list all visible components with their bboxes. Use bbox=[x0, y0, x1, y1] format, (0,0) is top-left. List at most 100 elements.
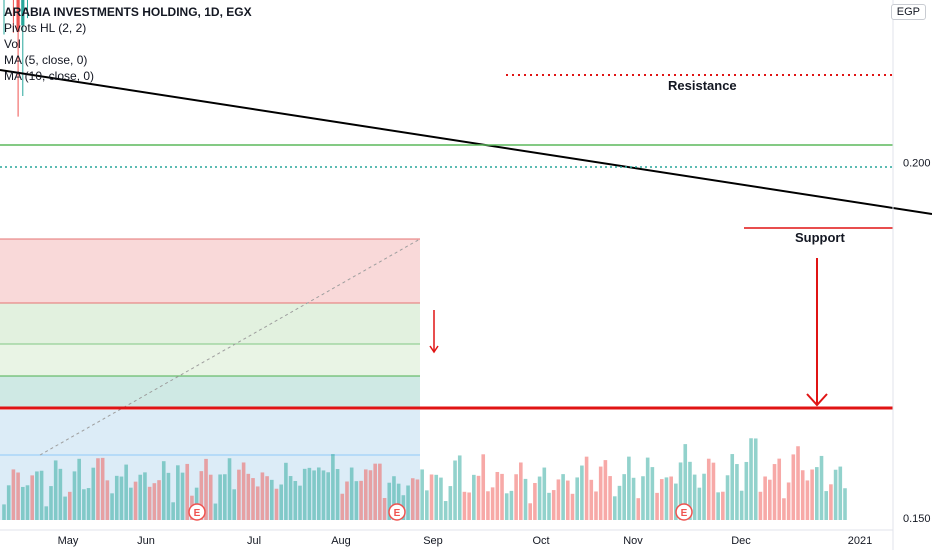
volume-bar bbox=[627, 456, 631, 520]
chart-legend: ARABIA INVESTMENTS HOLDING, 1D, EGX Pivo… bbox=[4, 4, 252, 84]
x-tick-label: Sep bbox=[423, 535, 443, 547]
volume-bar bbox=[603, 460, 608, 520]
volume-bar bbox=[420, 469, 424, 520]
volume-bar bbox=[838, 466, 843, 520]
volume-bar bbox=[241, 462, 246, 520]
trendline[interactable] bbox=[0, 69, 932, 215]
volume-bar bbox=[434, 474, 439, 520]
volume-bar bbox=[284, 462, 288, 520]
volume-bar bbox=[396, 483, 401, 520]
time-axis[interactable]: May Jun Jul Aug Sep Oct Nov Dec 2021 bbox=[58, 535, 873, 547]
volume-bar bbox=[768, 479, 772, 520]
volume-bar bbox=[171, 502, 175, 520]
volume-bar bbox=[265, 476, 269, 520]
volume-bar bbox=[556, 479, 561, 520]
volume-bar bbox=[373, 463, 377, 520]
volume-bar bbox=[349, 467, 354, 520]
volume-bar bbox=[725, 475, 730, 520]
volume-bar bbox=[594, 491, 598, 520]
volume-bar bbox=[406, 485, 410, 520]
volume-bar bbox=[35, 471, 39, 520]
volume-bar bbox=[650, 467, 655, 520]
volume-bar bbox=[2, 504, 6, 520]
volume-bar bbox=[805, 480, 810, 520]
volume-bar bbox=[340, 493, 345, 520]
earnings-circle bbox=[388, 503, 406, 521]
volume-bar bbox=[744, 461, 749, 520]
volume-bar bbox=[119, 476, 124, 520]
volume-bar bbox=[645, 457, 650, 520]
y-tick-label: 0.200 bbox=[903, 158, 931, 170]
volume-bar bbox=[777, 458, 782, 520]
earnings-label: E bbox=[194, 508, 201, 519]
indicator-pivots[interactable]: Pivots HL (2, 2) bbox=[4, 21, 87, 35]
volume-bar bbox=[378, 463, 382, 520]
volume-bar bbox=[302, 468, 307, 520]
volume-bar bbox=[208, 474, 213, 520]
symbol-title[interactable]: ARABIA INVESTMENTS HOLDING, 1D, EGX bbox=[4, 5, 252, 19]
volume-bar bbox=[133, 481, 138, 520]
volume-bar bbox=[481, 454, 486, 520]
volume-bar bbox=[721, 491, 725, 520]
volume-bar bbox=[86, 488, 91, 520]
volume-bar bbox=[561, 474, 565, 520]
indicator-ma5[interactable]: MA (5, close, 0) bbox=[4, 53, 88, 67]
volume-bar bbox=[584, 456, 589, 520]
volume-bar bbox=[326, 472, 330, 520]
volume-bar bbox=[843, 488, 847, 520]
volume-bar bbox=[692, 474, 697, 520]
volume-bar bbox=[674, 483, 678, 520]
volume-bar bbox=[147, 486, 152, 520]
x-tick-label: Jul bbox=[247, 535, 261, 547]
volume-bar bbox=[580, 465, 584, 520]
volume-bar bbox=[786, 482, 791, 520]
currency-badge[interactable]: EGP bbox=[890, 4, 926, 20]
indicator-vol[interactable]: Vol bbox=[4, 37, 21, 51]
volume-bar bbox=[589, 479, 594, 520]
volume-bar bbox=[655, 492, 659, 520]
volume-bar bbox=[706, 458, 711, 520]
volume-bar bbox=[472, 474, 476, 520]
support-label: Support bbox=[795, 230, 845, 245]
volume-bars bbox=[2, 438, 847, 520]
volume-bar bbox=[67, 491, 72, 520]
volume-bar bbox=[523, 478, 528, 520]
volume-bar bbox=[223, 474, 227, 520]
price-axis[interactable]: 0.1500.2000.2500.3000.3500.4000.4500.500… bbox=[903, 0, 931, 526]
volume-bar bbox=[551, 490, 556, 520]
volume-bar bbox=[782, 498, 786, 520]
x-tick-label: Aug bbox=[331, 535, 351, 547]
volume-bar bbox=[758, 491, 763, 520]
volume-bar bbox=[96, 458, 100, 520]
candle-body bbox=[16, 0, 20, 32]
volume-bar bbox=[833, 469, 838, 520]
volume-bar bbox=[39, 470, 44, 520]
volume-bar bbox=[763, 476, 767, 520]
volume-bar bbox=[143, 472, 147, 520]
small-arrow-head bbox=[429, 345, 439, 354]
volume-bar bbox=[542, 467, 547, 520]
volume-bar bbox=[270, 479, 274, 520]
volume-bar bbox=[157, 480, 161, 520]
fib-diagonal bbox=[39, 238, 421, 456]
volume-bar bbox=[575, 477, 579, 520]
volume-bar bbox=[312, 470, 316, 520]
volume-bar bbox=[425, 490, 429, 520]
indicator-ma10[interactable]: MA (10, close, 0) bbox=[4, 69, 95, 83]
candle-body bbox=[21, 0, 25, 26]
volume-bar bbox=[641, 476, 645, 520]
volume-bar bbox=[711, 462, 716, 520]
volume-bar bbox=[612, 496, 617, 520]
volume-bar bbox=[495, 471, 500, 520]
volume-bar bbox=[335, 469, 340, 520]
volume-bar bbox=[429, 474, 434, 520]
volume-bar bbox=[316, 467, 321, 520]
volume-bar bbox=[443, 501, 448, 520]
volume-bar bbox=[260, 472, 265, 520]
volume-bar bbox=[659, 479, 664, 520]
volume-bar bbox=[110, 493, 114, 520]
y-tick-label: 0.150 bbox=[903, 513, 931, 525]
volume-bar bbox=[697, 487, 702, 520]
